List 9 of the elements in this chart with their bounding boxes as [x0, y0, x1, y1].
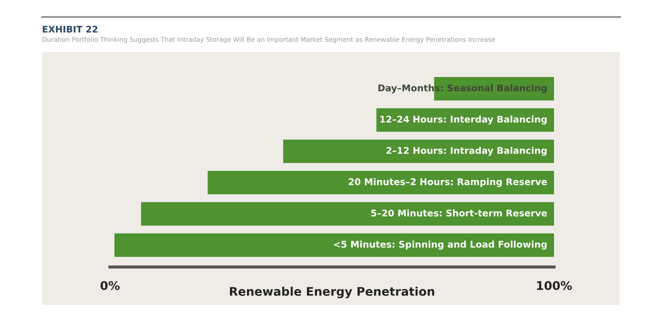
y-tick-label: 5–20 Minutes: Short-term Reserve	[371, 209, 547, 216]
x-tick-label: 100%	[537, 281, 572, 290]
x-tick-label: 0%	[100, 281, 120, 290]
y-tick-label: 2–12 Hours: Intraday Balancing	[386, 146, 547, 156]
y-tick-label: 20 Minutes–2 Hours: Ramping Reserve	[348, 178, 547, 188]
chart-title: EXHIBIT 22	[42, 26, 98, 32]
y-tick-label: <5 Minutes: Spinning and Load Following	[334, 240, 547, 250]
y-tick-label: 12–24 Hours: Interday Balancing	[380, 116, 547, 125]
x-axis-title: Renewable Energy Penetration	[230, 286, 434, 298]
